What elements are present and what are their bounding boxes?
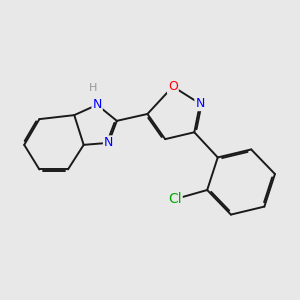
Text: Cl: Cl xyxy=(168,192,182,206)
Text: N: N xyxy=(195,97,205,110)
Text: H: H xyxy=(88,83,97,93)
Text: N: N xyxy=(92,98,102,111)
Text: O: O xyxy=(168,80,178,93)
Text: N: N xyxy=(104,136,113,149)
